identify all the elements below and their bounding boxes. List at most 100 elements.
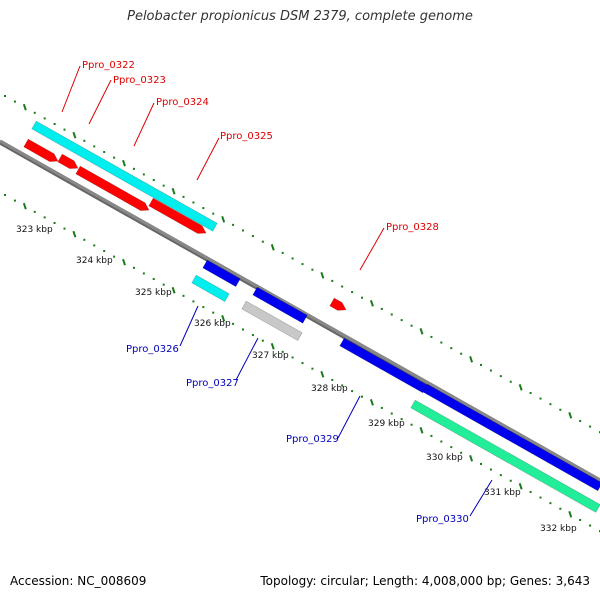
upper-tick-dot	[142, 173, 145, 176]
upper-tick-dot	[182, 195, 185, 198]
upper-tick-dot	[460, 352, 463, 355]
upper-tick-major	[171, 187, 176, 195]
lower-tick-major	[72, 230, 77, 238]
lower-tick-dot	[281, 350, 284, 353]
scale-label: 324 kbp	[76, 256, 113, 266]
upper-tick-dot	[529, 391, 532, 394]
lower-tick-major	[22, 202, 27, 210]
scale-label: 328 kbp	[311, 384, 348, 394]
leader-reverse	[469, 479, 493, 517]
gene-ppro-0323-bar	[57, 153, 79, 169]
lower-tick-dot	[152, 278, 155, 281]
lower-tick-dot	[261, 339, 264, 342]
lower-tick-major	[518, 483, 523, 490]
upper-tick-dot	[361, 296, 363, 299]
gene-ppro-0325-bar	[148, 197, 207, 234]
lower-tick-dot	[93, 244, 96, 247]
gene-label-forward: Ppro_0324	[156, 97, 209, 108]
lower-tick-dot	[43, 216, 46, 219]
lower-tick-dot	[380, 406, 383, 409]
lower-tick-dot	[192, 300, 195, 303]
upper-tick-major	[22, 103, 27, 111]
upper-tick-dot	[509, 380, 512, 383]
upper-tick-dot	[33, 111, 36, 114]
gene-labels: Ppro_0322 Ppro_0323 Ppro_0324 Ppro_0325 Ppro…	[82, 60, 469, 525]
scale-label: 332 kbp	[540, 524, 577, 534]
scale-label: 327 kbp	[252, 351, 289, 361]
lower-tick-dot	[182, 294, 185, 297]
upper-tick-dot	[13, 100, 16, 103]
lower-tick-major	[469, 455, 474, 462]
upper-tick-dot	[53, 123, 56, 126]
lower-tick-dot	[489, 468, 492, 471]
gene-ppro-0326-bar	[191, 274, 230, 303]
backbone-line	[0, 139, 600, 482]
lower-tick-dot	[331, 378, 334, 381]
upper-tick-major	[469, 356, 474, 363]
gene-label-reverse: Ppro_0330	[416, 514, 469, 525]
lower-tick-major	[270, 342, 275, 350]
upper-tick-dot	[281, 251, 284, 254]
gene-label-forward: Ppro_0325	[220, 131, 273, 142]
upper-tick-dot	[93, 145, 96, 148]
upper-tick-dot	[341, 285, 344, 288]
upper-tick-major	[369, 299, 374, 307]
upper-tick-dot	[489, 369, 492, 372]
lower-tick-dot	[311, 367, 314, 370]
lower-tick-dot	[33, 210, 36, 213]
scale-label: 330 kbp	[426, 453, 463, 463]
upper-tick-dot	[450, 347, 453, 350]
lower-tick-dot	[579, 518, 582, 521]
upper-tick-dot	[43, 117, 46, 120]
lower-tick-dot	[361, 395, 363, 398]
upper-tick-dot	[4, 95, 6, 97]
lower-tick-dot	[4, 194, 6, 196]
leader-reverse	[235, 337, 259, 381]
upper-tick-major	[270, 243, 275, 251]
lower-tick-dot	[341, 384, 344, 387]
lower-tick-major	[419, 427, 424, 434]
lower-tick-dot	[251, 334, 254, 337]
upper-tick-dot	[331, 279, 334, 282]
upper-tick-dot	[410, 324, 413, 327]
lower-tick-dot	[291, 356, 294, 359]
lower-tick-dot	[460, 451, 463, 454]
upper-tick-dot	[202, 207, 205, 210]
lower-tick-major	[171, 286, 176, 294]
upper-tick-dot	[162, 184, 165, 187]
gene-label-reverse: Ppro_0327	[186, 378, 239, 389]
upper-tick-major	[518, 384, 523, 391]
leader-reverse	[179, 305, 199, 347]
gene-label-forward: Ppro_0328	[386, 222, 439, 233]
upper-tick-dot	[242, 229, 244, 232]
gene-ppro-0322-bar	[23, 138, 59, 162]
genome-title: Pelobacter propionicus DSM 2379, complet…	[127, 9, 473, 24]
upper-tick-dot	[301, 263, 304, 266]
upper-tick-dot	[251, 235, 254, 238]
gene-label-forward: Ppro_0322	[82, 60, 135, 71]
upper-tick-dot	[212, 212, 215, 215]
lower-tick-dot	[63, 227, 66, 230]
lower-tick-major	[122, 258, 126, 266]
upper-tick-major	[320, 271, 325, 279]
leader-forward	[359, 227, 385, 271]
upper-tick-dot	[192, 201, 195, 204]
lower-tick-dot	[212, 311, 215, 314]
leader-reverse	[337, 395, 361, 439]
gene-ppro-0326-bar	[202, 259, 241, 288]
gene-ppro-0329-bar	[339, 337, 428, 394]
gene-ppro-0327-bar	[252, 286, 308, 324]
leader-forward	[61, 65, 81, 113]
lower-tick-major	[221, 314, 226, 322]
upper-tick-dot	[291, 257, 294, 260]
lower-tick-dot	[450, 446, 453, 449]
gene-label-reverse: Ppro_0329	[286, 434, 339, 445]
lower-tick-dot	[589, 524, 592, 527]
lower-tick-dot	[202, 306, 205, 309]
upper-tick-dot	[559, 408, 562, 411]
lower-tick-major	[320, 370, 325, 378]
leader-forward	[133, 102, 155, 147]
upper-tick-dot	[232, 223, 235, 226]
upper-tick-dot	[499, 375, 502, 378]
